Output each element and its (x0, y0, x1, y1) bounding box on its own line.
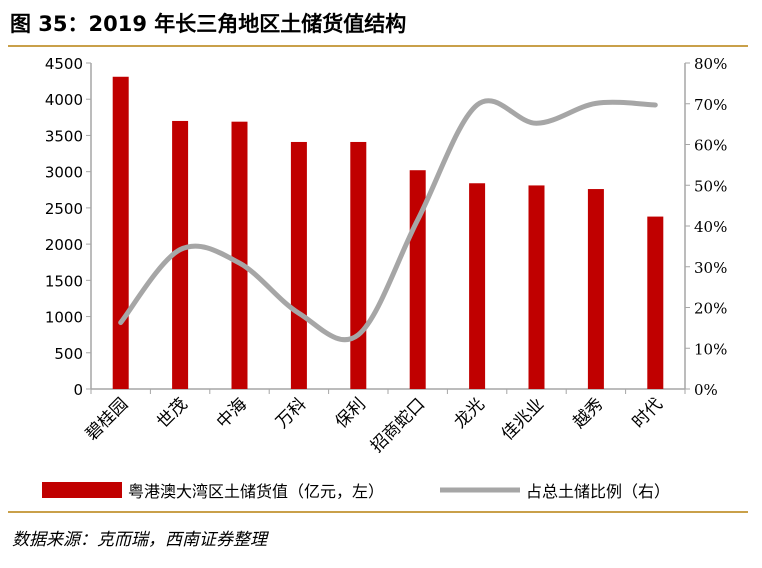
left-tick-label: 3500 (45, 127, 83, 145)
left-tick-label: 3000 (45, 164, 83, 182)
category-label: 万科 (272, 394, 310, 432)
right-tick-label: 50% (694, 177, 727, 195)
right-tick-label: 40% (694, 218, 727, 236)
bar-越秀 (587, 189, 604, 389)
left-tick-label: 2000 (45, 236, 83, 254)
left-tick-label: 0 (73, 381, 83, 399)
bar-龙光 (469, 183, 486, 389)
right-tick-label: 30% (694, 259, 727, 277)
category-label: 中海 (213, 394, 251, 432)
right-tick-label: 80% (694, 55, 727, 73)
bar-保利 (350, 141, 367, 389)
left-tick-label: 2500 (45, 200, 83, 218)
line-series (118, 98, 658, 343)
category-label: 世茂 (153, 394, 191, 432)
footer-divider (8, 511, 748, 513)
category-label: 碧桂园 (82, 394, 132, 444)
right-tick-label: 0% (694, 381, 718, 399)
left-tick-label: 4000 (45, 91, 83, 109)
category-label: 龙光 (450, 394, 488, 432)
bar-中海 (231, 121, 248, 390)
legend-line-label: 占总土储比例（右） (526, 482, 670, 501)
category-label: 佳兆业 (498, 394, 548, 444)
title-divider (8, 45, 748, 47)
bar-时代 (647, 216, 664, 389)
category-label: 越秀 (569, 394, 607, 432)
bar-碧桂园 (112, 76, 129, 390)
left-tick-label: 1000 (45, 309, 83, 327)
left-tick-label: 4500 (45, 55, 83, 73)
bar-万科 (290, 141, 307, 389)
category-label: 招商蛇口 (367, 394, 429, 456)
bar-世茂 (172, 120, 189, 389)
category-label: 保利 (332, 394, 370, 432)
right-tick-label: 70% (694, 96, 727, 114)
right-tick-label: 10% (694, 340, 727, 358)
legend-bar-label: 粤港澳大湾区土储货值（亿元，左） (128, 482, 384, 501)
legend-bar-swatch (42, 482, 122, 498)
category-label: 时代 (629, 394, 667, 432)
left-tick-label: 1500 (45, 272, 83, 290)
chart-title: 图 35：2019 年长三角地区土储货值结构 (10, 12, 407, 36)
right-tick-label: 20% (694, 300, 727, 318)
source-note: 数据来源：克而瑞，西南证券整理 (12, 530, 267, 550)
right-tick-label: 60% (694, 137, 727, 155)
bar-佳兆业 (528, 185, 545, 389)
left-tick-label: 500 (54, 345, 83, 363)
